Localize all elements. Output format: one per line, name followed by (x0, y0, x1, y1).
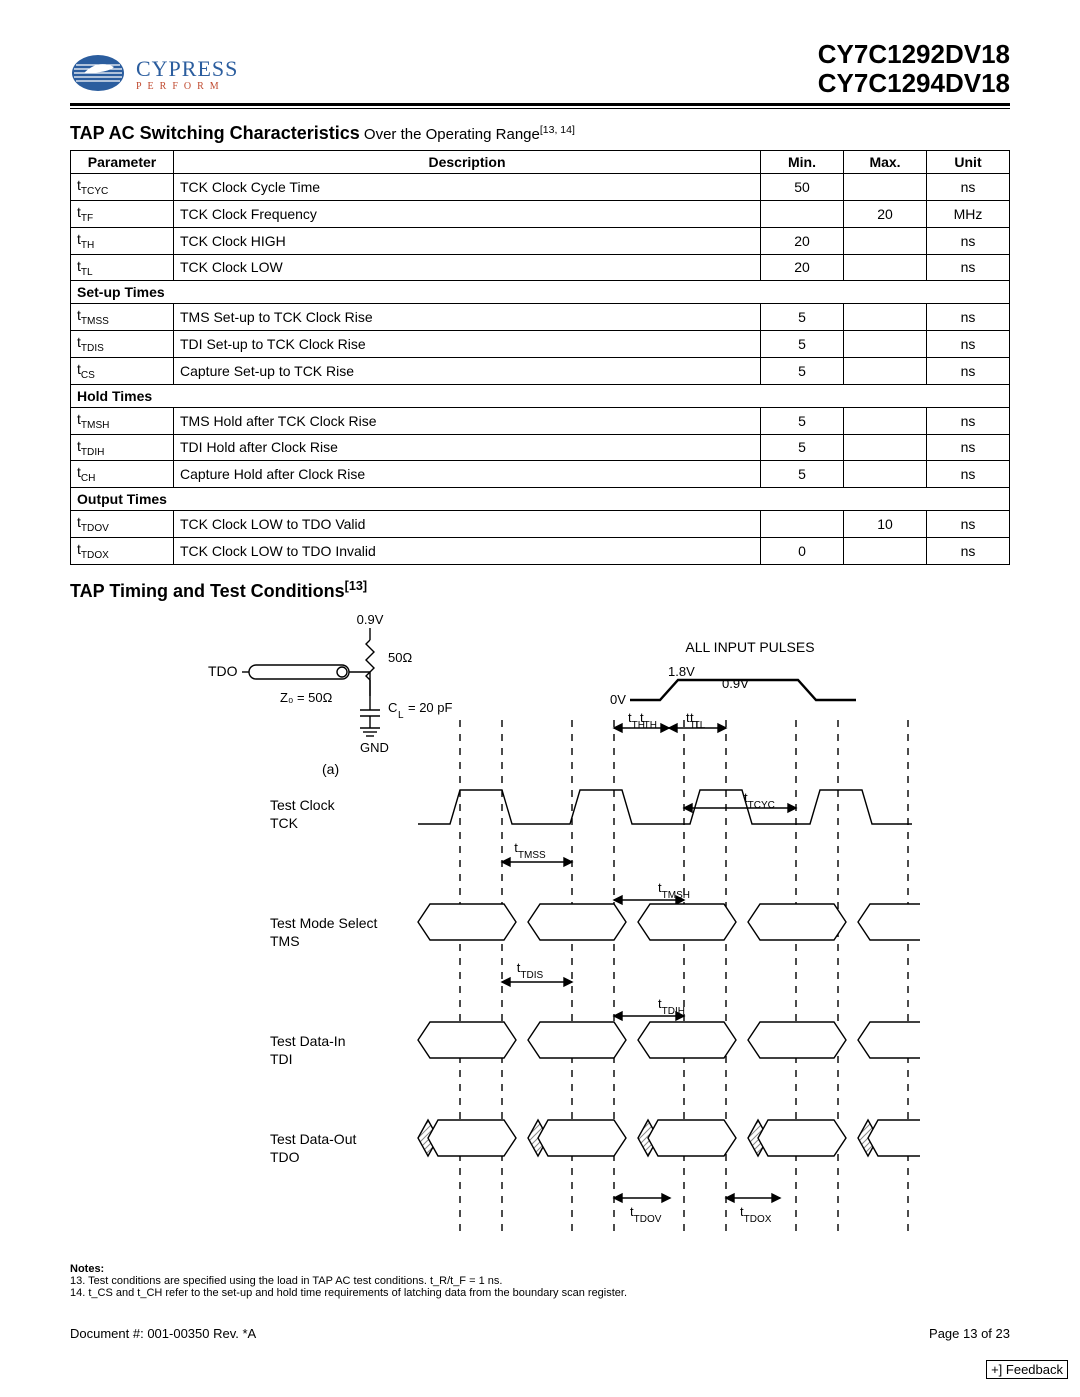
part-number-2: CY7C1294DV18 (818, 69, 1010, 98)
logo-name: CYPRESS (136, 58, 238, 80)
svg-text:0.9V: 0.9V (357, 612, 384, 627)
svg-text:L: L (398, 709, 404, 720)
doc-number: Document #: 001-00350 Rev. *A (70, 1326, 256, 1341)
table-row: tTMSSTMS Set-up to TCK Clock Rise5ns (71, 304, 1010, 331)
svg-text:GND: GND (360, 740, 389, 755)
th-parameter: Parameter (71, 151, 174, 174)
page-footer: Document #: 001-00350 Rev. *A Page 13 of… (70, 1326, 1010, 1341)
table-header-row: Parameter Description Min. Max. Unit (71, 151, 1010, 174)
table-section-row: Output Times (71, 488, 1010, 511)
svg-text:TDO: TDO (270, 1149, 300, 1165)
section-title-timing: TAP Timing and Test Conditions[13] (70, 579, 1010, 602)
svg-text:0.9V: 0.9V (722, 676, 749, 691)
notes: Notes: 13. Test conditions are specified… (70, 1263, 1010, 1299)
svg-text:tTMSH: tTMSH (658, 880, 690, 901)
timing-title-refs: [13] (345, 579, 367, 593)
svg-text:ALL INPUT PULSES: ALL INPUT PULSES (685, 639, 814, 655)
table-row: tTMSHTMS Hold after TCK Clock Rise5ns (71, 407, 1010, 434)
section-title-switching: TAP AC Switching Characteristics Over th… (70, 123, 1010, 144)
th-unit: Unit (927, 151, 1010, 174)
svg-text:tTCYC: tTCYC (744, 790, 775, 811)
th-max: Max. (844, 151, 927, 174)
svg-text:tTMSS: tTMSS (514, 840, 546, 861)
svg-text:tTDIH: tTDIH (658, 996, 685, 1017)
timing-diagram: 0.9V 50Ω TDO Z₀ = 50Ω CL = 20 pF GND (a) ALL IN… (160, 610, 920, 1255)
table-row: tCHCapture Hold after Clock Rise5ns (71, 461, 1010, 488)
svg-text:tTDOV: tTDOV (630, 1204, 662, 1225)
company-logo: CYPRESS PERFORM (70, 53, 238, 97)
svg-text:C: C (388, 700, 397, 715)
switching-characteristics-table: Parameter Description Min. Max. Unit tTC… (70, 150, 1010, 565)
section-title-refs: [13, 14] (540, 124, 575, 136)
svg-text:Test Clock: Test Clock (270, 797, 336, 813)
table-row: tTCYCTCK Clock Cycle Time50ns (71, 174, 1010, 201)
note-14: 14. t_CS and t_CH refer to the set-up an… (70, 1287, 1010, 1299)
timing-title-bold: TAP Timing and Test Conditions (70, 581, 345, 601)
logo-tagline: PERFORM (136, 82, 238, 92)
svg-text:tTDOX: tTDOX (740, 1204, 772, 1225)
svg-text:50Ω: 50Ω (388, 650, 412, 665)
part-numbers: CY7C1292DV18 CY7C1294DV18 (818, 40, 1010, 97)
table-section-row: Hold Times (71, 384, 1010, 407)
svg-text:Z₀ = 50Ω: Z₀ = 50Ω (280, 690, 333, 705)
svg-text:Test Data-In: Test Data-In (270, 1033, 345, 1049)
table-row: tTHTCK Clock HIGH20ns (71, 227, 1010, 254)
table-row: tTLTCK Clock LOW20ns (71, 254, 1010, 281)
table-row: tTDOVTCK Clock LOW to TDO Valid10ns (71, 511, 1010, 538)
table-section-row: Set-up Times (71, 281, 1010, 304)
notes-heading: Notes: (70, 1263, 1010, 1275)
svg-text:tTDIS: tTDIS (517, 960, 544, 981)
svg-text:= 20 pF: = 20 pF (408, 700, 453, 715)
table-row: tCSCapture Set-up to TCK Rise5ns (71, 357, 1010, 384)
svg-text:(a): (a) (322, 761, 339, 777)
table-row: tTDISTDI Set-up to TCK Clock Rise5ns (71, 331, 1010, 358)
table-row: tTDIHTDI Hold after Clock Rise5ns (71, 434, 1010, 461)
feedback-button[interactable]: +] Feedback (986, 1360, 1068, 1379)
th-min: Min. (761, 151, 844, 174)
page-number: Page 13 of 23 (929, 1326, 1010, 1341)
svg-text:TMS: TMS (270, 933, 300, 949)
th-description: Description (174, 151, 761, 174)
svg-text:TDO: TDO (208, 663, 238, 679)
svg-text:TDI: TDI (270, 1051, 293, 1067)
part-number-1: CY7C1292DV18 (818, 40, 1010, 69)
tree-logo-icon (70, 53, 130, 97)
header-rule-thick (70, 103, 1010, 106)
section-title-light: Over the Operating Range (360, 126, 540, 143)
svg-text:Test Data-Out: Test Data-Out (270, 1131, 356, 1147)
page-header: CYPRESS PERFORM CY7C1292DV18 CY7C1294DV1… (70, 40, 1010, 97)
svg-text:1.8V: 1.8V (668, 664, 695, 679)
note-13: 13. Test conditions are specified using … (70, 1275, 1010, 1287)
svg-text:Test Mode Select: Test Mode Select (270, 915, 377, 931)
svg-text:0V: 0V (610, 692, 626, 707)
table-row: tTFTCK Clock Frequency20MHz (71, 200, 1010, 227)
section-title-bold: TAP AC Switching Characteristics (70, 123, 360, 143)
header-rule-thin (70, 108, 1010, 109)
svg-text:TCK: TCK (270, 815, 299, 831)
table-row: tTDOXTCK Clock LOW to TDO Invalid0ns (71, 537, 1010, 564)
